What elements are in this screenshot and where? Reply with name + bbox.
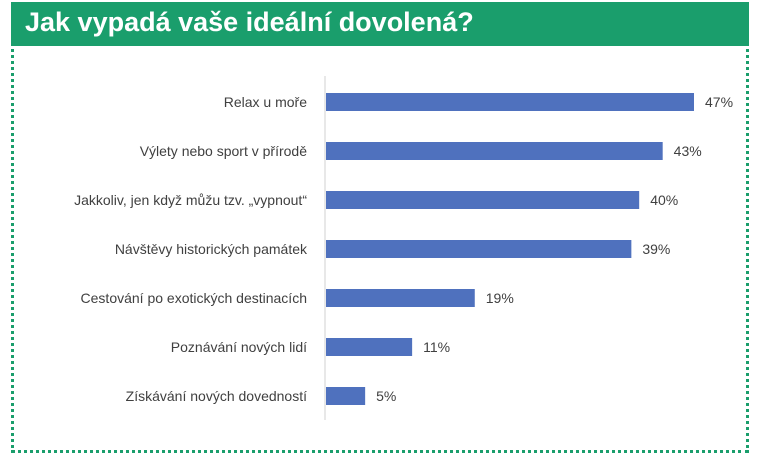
bar-7: [326, 387, 366, 405]
bar-4: [326, 240, 632, 258]
bars-group: [326, 93, 694, 405]
value-labels-group: 47% 43% 40% 39% 19% 11% 5%: [376, 94, 733, 404]
category-label-5: Cestování po exotických destinacích: [81, 290, 307, 306]
category-label-7: Získávání nových dovedností: [126, 388, 307, 404]
bar-3: [326, 191, 640, 209]
category-labels-group: Relax u moře Výlety nebo sport v přírodě J…: [74, 94, 308, 404]
bar-2: [326, 142, 663, 160]
title-banner: Jak vypadá vaše ideální dovolená?: [11, 2, 749, 46]
bar-6: [326, 338, 413, 356]
category-label-3: Jakkoliv, jen když můžu tzv. „vypnout“: [74, 192, 307, 208]
value-label-1: 47%: [705, 94, 733, 110]
category-label-1: Relax u moře: [224, 94, 307, 110]
category-label-2: Výlety nebo sport v přírodě: [140, 143, 308, 159]
value-label-2: 43%: [674, 143, 702, 159]
chart-title: Jak vypadá vaše ideální dovolená?: [25, 7, 474, 37]
category-label-4: Návštěvy historických památek: [115, 241, 308, 257]
bar-1: [326, 93, 694, 111]
bar-5: [326, 289, 475, 307]
value-label-6: 11%: [423, 339, 450, 355]
value-label-4: 39%: [642, 241, 670, 257]
value-label-3: 40%: [650, 192, 678, 208]
category-label-6: Poznávání nových lidí: [171, 339, 307, 355]
value-label-7: 5%: [376, 388, 396, 404]
chart-card: [11, 2, 749, 453]
value-label-5: 19%: [486, 290, 514, 306]
